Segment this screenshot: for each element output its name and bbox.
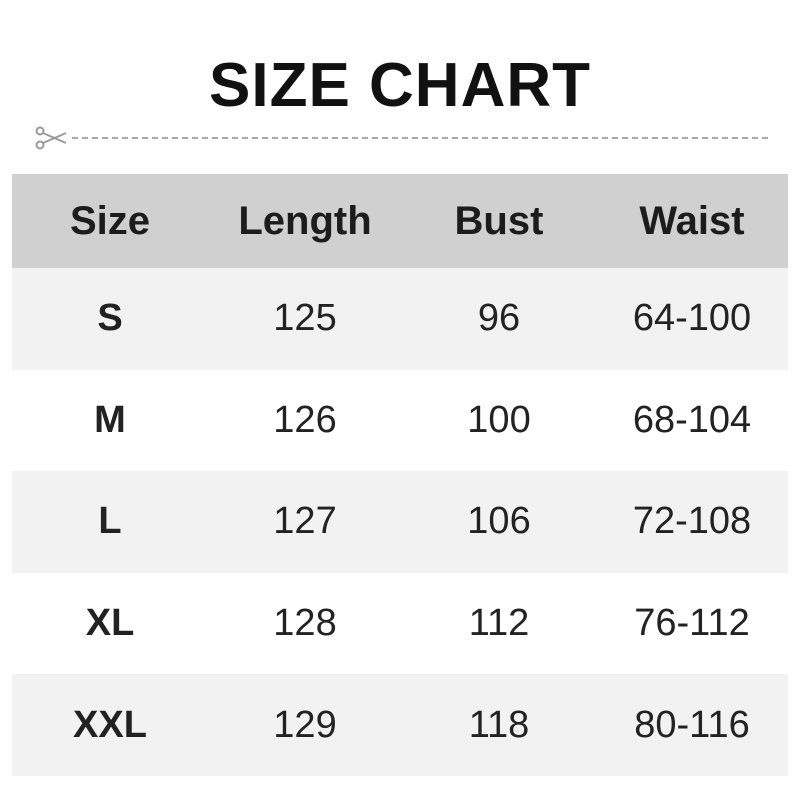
table-row: XL 128 112 76-112	[12, 572, 788, 675]
table-row: S 125 96 64-100	[12, 268, 788, 370]
table-row: M 126 100 68-104	[12, 369, 788, 472]
cell-size: M	[94, 398, 126, 441]
cell-size: XXL	[73, 703, 147, 746]
scissors-icon	[35, 126, 67, 150]
cell-waist: 68-104	[632, 398, 752, 441]
cell-size: L	[98, 500, 122, 543]
table-header: Size Length Bust Waist	[12, 174, 788, 268]
table-row: XXL 129 118 80-116	[12, 674, 788, 776]
cell-bust: 100	[467, 398, 531, 441]
header-waist: Waist	[639, 198, 745, 243]
cell-waist: 76-112	[634, 602, 750, 645]
cell-length: 129	[273, 703, 337, 746]
page-title: SIZE CHART	[209, 51, 591, 120]
header-bust: Bust	[454, 198, 544, 243]
header-size: Size	[69, 198, 151, 243]
cell-size: XL	[85, 602, 135, 645]
dashed-divider	[72, 137, 768, 139]
cell-length: 127	[273, 500, 337, 543]
size-table: Size Length Bust Waist S 125 96 64-100 M 126 1…	[12, 174, 788, 776]
cell-waist: 64-100	[632, 297, 752, 340]
cell-waist: 72-108	[632, 500, 752, 543]
cell-bust: 106	[467, 500, 531, 543]
table-row: L 127 106 72-108	[12, 471, 788, 573]
header-length: Length	[238, 198, 372, 243]
cell-waist: 80-116	[634, 703, 750, 746]
cell-length: 128	[273, 602, 337, 645]
cell-length: 125	[273, 297, 337, 340]
cell-bust: 96	[477, 297, 521, 340]
cell-size: S	[97, 297, 123, 340]
cell-bust: 118	[468, 703, 530, 746]
cell-length: 126	[273, 398, 337, 441]
cell-bust: 112	[468, 602, 530, 645]
cut-line	[34, 126, 768, 150]
